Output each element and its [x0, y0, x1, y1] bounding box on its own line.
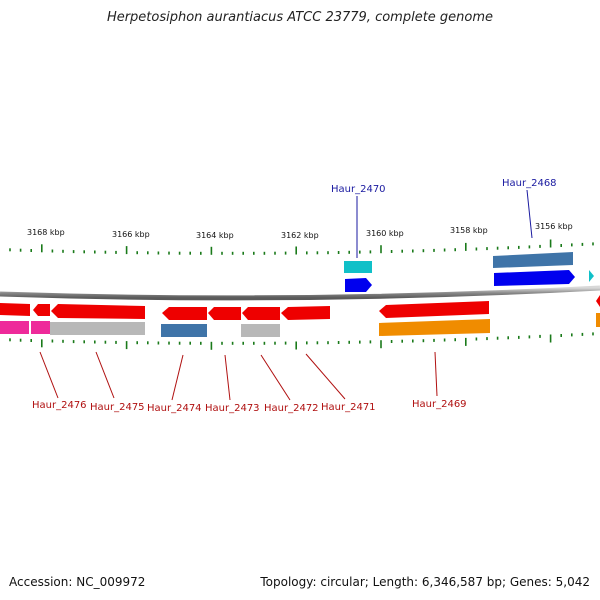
scale-label-3164: 3164 kbp	[196, 231, 234, 240]
gene-haur-2469-feature[interactable]	[379, 319, 490, 336]
scale-ticks-top	[9, 239, 594, 255]
scale-label-3158: 3158 kbp	[450, 226, 488, 235]
gene-partial-right-top[interactable]	[589, 270, 594, 282]
gene-haur-2475-arrow[interactable]	[51, 304, 145, 319]
gene-label-haur-2474[interactable]: Haur_2474	[147, 403, 202, 414]
gene-label-haur-2473[interactable]: Haur_2473	[205, 403, 260, 414]
map-title: Herpetosiphon aurantiacus ATCC 23779, co…	[106, 10, 494, 25]
gene-haur-2470-cds[interactable]	[344, 261, 372, 273]
scale-label-3160: 3160 kbp	[366, 229, 404, 238]
scale-ticks-bottom	[9, 332, 594, 350]
scale-label-3156: 3156 kbp	[535, 222, 573, 231]
leader-haur-2469	[434, 351, 438, 397]
gene-label-haur-2471[interactable]: Haur_2471	[321, 402, 376, 413]
gene-label-haur-2472[interactable]: Haur_2472	[264, 403, 319, 414]
gene-label-haur-2470[interactable]: Haur_2470	[331, 184, 386, 195]
gene-haur-2471-arrow[interactable]	[281, 306, 330, 320]
gene-haur-2472-arrow[interactable]	[242, 307, 280, 320]
gene-haur-2472-feature[interactable]	[241, 324, 280, 337]
scale-label-3162: 3162 kbp	[281, 231, 319, 240]
genome-backbone	[0, 285, 600, 301]
gene-haur-2476-feature[interactable]	[31, 321, 50, 334]
accession-text: Accession: NC_009972	[9, 575, 146, 589]
leader-haur-2473	[224, 354, 231, 401]
gene-haur-2477-feature[interactable]	[0, 321, 29, 334]
gene-haur-2468-arrow[interactable]	[494, 270, 575, 286]
leader-haur-2475	[95, 351, 115, 399]
gene-haur-2475-feature[interactable]	[50, 322, 145, 335]
gene-haur-2476-arrow[interactable]	[33, 304, 50, 316]
leader-haur-2471	[305, 353, 346, 400]
leader-haur-2472	[260, 354, 291, 401]
gene-label-haur-2476[interactable]: Haur_2476	[32, 400, 87, 411]
gene-haur-2477-partial[interactable]	[0, 303, 30, 316]
gene-haur-2473-arrow[interactable]	[208, 307, 241, 320]
gene-label-haur-2468[interactable]: Haur_2468	[502, 178, 557, 189]
scale-label-3166: 3166 kbp	[112, 230, 150, 239]
leader-haur-2474	[171, 354, 184, 401]
gene-label-haur-2475[interactable]: Haur_2475	[90, 402, 145, 413]
scale-label-3168: 3168 kbp	[27, 228, 65, 237]
topology-summary: Topology: circular; Length: 6,346,587 bp…	[260, 575, 590, 589]
gene-haur-2470-arrow[interactable]	[345, 278, 372, 292]
gene-label-haur-2469[interactable]: Haur_2469	[412, 399, 467, 410]
leader-haur-2476	[39, 351, 59, 399]
gene-partial-right-bottom[interactable]	[596, 295, 600, 307]
gene-haur-2474-feature[interactable]	[161, 324, 207, 337]
gene-partial-right-feature[interactable]	[596, 313, 600, 327]
gene-haur-2468-cds[interactable]	[493, 252, 573, 268]
gene-haur-2474-arrow[interactable]	[162, 307, 207, 320]
gene-haur-2469-arrow[interactable]	[379, 301, 489, 318]
leader-haur-2468	[526, 189, 533, 239]
